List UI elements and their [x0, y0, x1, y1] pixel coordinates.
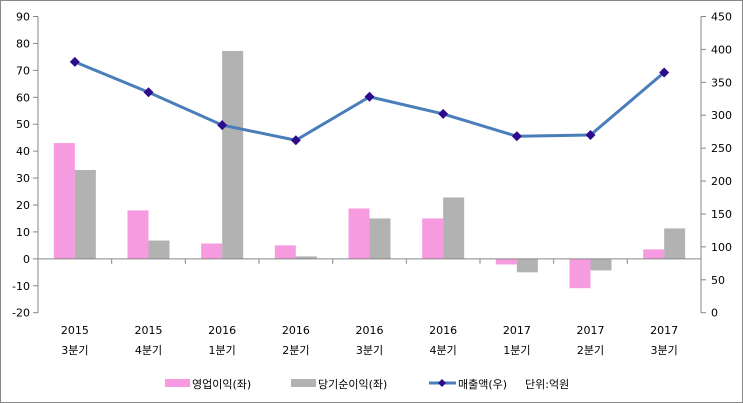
sales-marker: [217, 120, 228, 131]
right-axis-tick-label: 150: [711, 208, 732, 221]
category-label-quarter: 4분기: [135, 344, 162, 357]
category-label-quarter: 3분기: [61, 344, 88, 357]
left-axis-tick-label: 70: [16, 64, 30, 77]
category-label-year: 2016: [208, 324, 236, 337]
category-label-year: 2015: [135, 324, 163, 337]
sales-marker: [511, 131, 522, 142]
bar-operating-profit: [201, 243, 223, 259]
right-axis-tick-label: 200: [711, 175, 732, 188]
bar-net-income: [664, 228, 686, 259]
legend-swatch-net-income: [291, 379, 316, 387]
bar-net-income: [369, 218, 391, 259]
category-label-quarter: 2분기: [282, 344, 309, 357]
category-label-year: 2016: [356, 324, 384, 337]
category-label-quarter: 3분기: [356, 344, 383, 357]
bar-net-income: [295, 256, 317, 259]
sales-marker: [585, 129, 596, 140]
category-label-year: 2015: [61, 324, 89, 337]
category-label-quarter: 1분기: [503, 344, 530, 357]
category-label-year: 2017: [577, 324, 605, 337]
left-axis-tick-label: 10: [16, 226, 30, 239]
right-axis-tick-label: 50: [711, 274, 725, 287]
bar-net-income: [590, 258, 612, 271]
right-axis-tick-label: 400: [711, 43, 732, 56]
bar-operating-profit: [569, 258, 591, 289]
right-axis-tick-label: 350: [711, 76, 732, 89]
left-axis-tick-label: 0: [23, 253, 30, 266]
left-axis-tick-label: -20: [12, 307, 30, 320]
legend-label-net-income: 당기순이익(좌): [318, 378, 387, 391]
bar-operating-profit: [53, 143, 75, 259]
bar-operating-profit: [495, 258, 517, 265]
bar-operating-profit: [274, 245, 296, 259]
sales-marker: [438, 108, 449, 119]
left-axis-tick-label: 20: [16, 199, 30, 212]
category-label-year: 2017: [503, 324, 531, 337]
left-axis-tick-label: 40: [16, 145, 30, 158]
legend-swatch-sales-marker: [438, 379, 446, 387]
unit-note: 단위:억원: [525, 378, 569, 391]
legend-label-sales: 매출액(우): [458, 378, 507, 391]
left-axis-tick-label: 60: [16, 91, 30, 104]
category-label-quarter: 2분기: [577, 344, 604, 357]
bar-net-income: [516, 258, 538, 273]
legend-label-operating-profit: 영업이익(좌): [192, 378, 251, 391]
sales-marker: [290, 135, 301, 146]
category-label-quarter: 4분기: [430, 344, 457, 357]
bar-operating-profit: [643, 249, 665, 259]
left-axis-tick-label: -10: [12, 280, 30, 293]
category-label-year: 2016: [282, 324, 310, 337]
bar-net-income: [74, 169, 96, 259]
right-axis-tick-label: 100: [711, 241, 732, 254]
category-label-year: 2016: [429, 324, 457, 337]
sales-marker: [69, 56, 80, 67]
bar-operating-profit: [348, 208, 370, 259]
right-axis-tick-label: 450: [711, 11, 732, 24]
bar-operating-profit: [422, 218, 444, 259]
sales-marker: [659, 67, 670, 78]
right-axis-tick-label: 0: [711, 307, 718, 320]
left-axis-tick-label: 80: [16, 37, 30, 50]
legend-swatch-operating-profit: [165, 379, 190, 387]
sales-marker: [364, 91, 375, 102]
right-axis-tick-label: 250: [711, 142, 732, 155]
left-axis-tick-label: 30: [16, 172, 30, 185]
bar-net-income: [443, 197, 465, 259]
left-axis-tick-label: 90: [16, 11, 30, 24]
bar-operating-profit: [127, 210, 149, 259]
category-label-quarter: 3분기: [651, 344, 678, 357]
category-label-quarter: 1분기: [209, 344, 236, 357]
bar-net-income: [222, 50, 244, 259]
bar-net-income: [148, 240, 170, 259]
category-label-year: 2017: [650, 324, 678, 337]
right-axis-tick-label: 300: [711, 109, 732, 122]
left-axis-tick-label: 50: [16, 118, 30, 131]
sales-marker: [143, 87, 154, 98]
